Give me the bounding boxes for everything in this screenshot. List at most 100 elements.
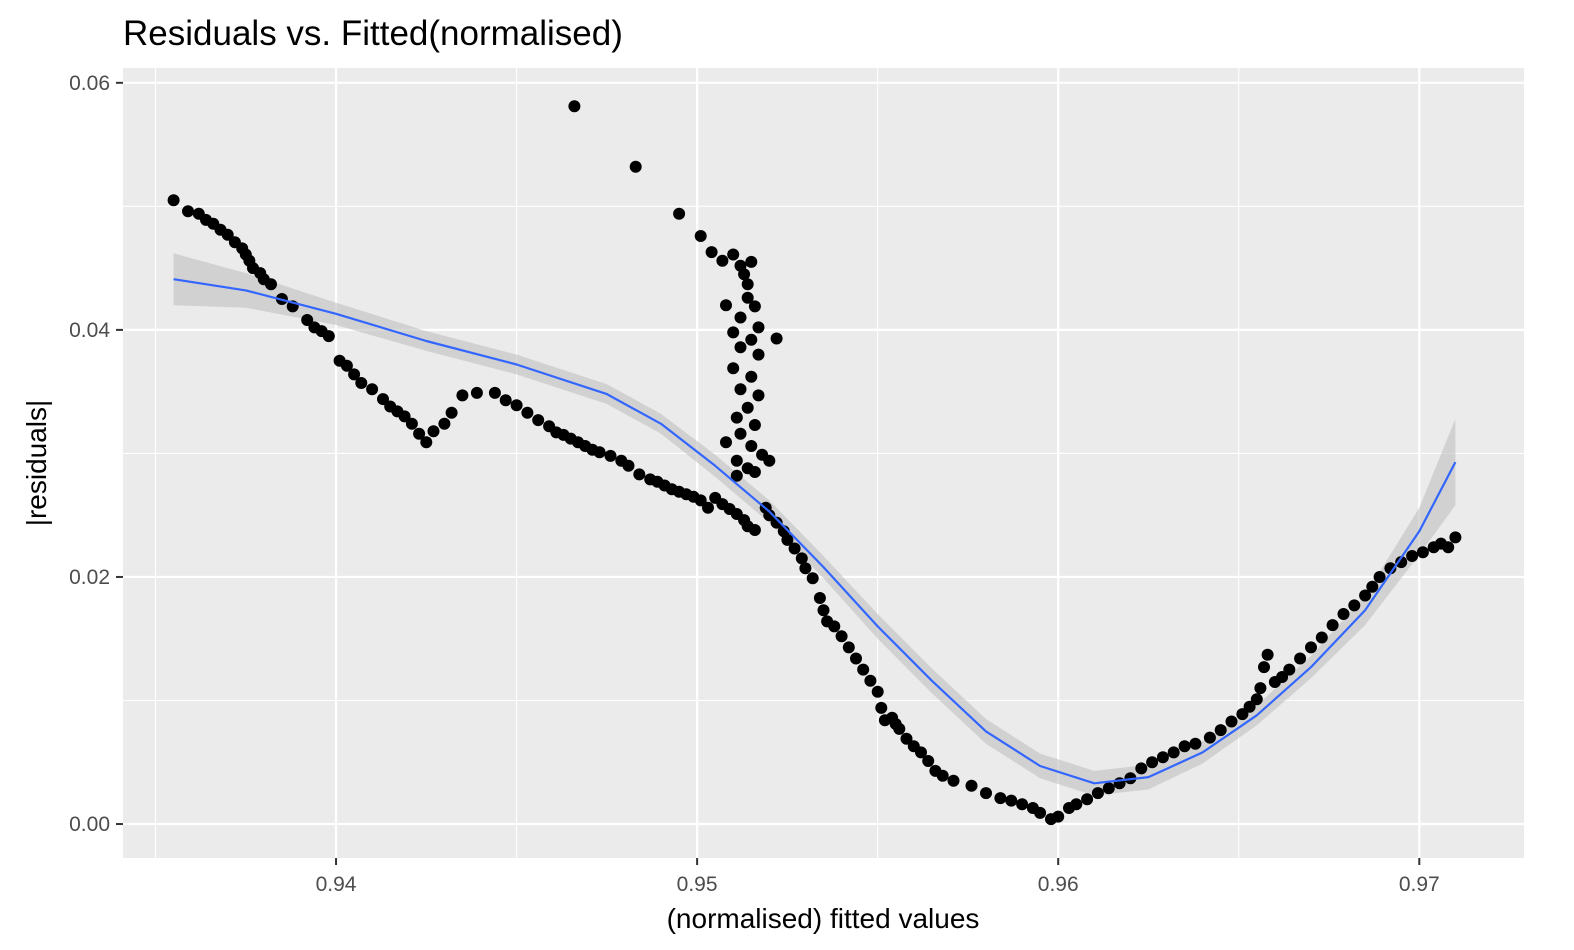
data-point: [813, 592, 826, 604]
data-point: [1337, 608, 1350, 620]
data-point: [817, 604, 830, 617]
data-point: [568, 100, 581, 113]
data-point: [1276, 671, 1289, 683]
data-point: [980, 787, 992, 800]
data-point: [413, 427, 426, 440]
data-point: [730, 469, 743, 482]
data-point: [1315, 631, 1328, 644]
data-point: [377, 393, 389, 406]
data-point: [1225, 715, 1238, 728]
data-point: [1135, 762, 1148, 775]
data-point: [1214, 724, 1227, 737]
data-point: [1178, 740, 1191, 753]
data-point: [1373, 571, 1386, 583]
data-point: [1189, 737, 1202, 750]
y-axis: 0.00 0.02 0.04 0.06: [69, 72, 123, 836]
x-tick-label: 0.95: [677, 873, 718, 896]
data-point: [1395, 556, 1408, 569]
data-point: [741, 278, 754, 291]
data-point: [1034, 806, 1047, 819]
data-point: [593, 446, 606, 459]
data-point: [633, 468, 646, 481]
data-point: [748, 300, 761, 313]
data-point: [167, 194, 180, 207]
data-point: [1406, 550, 1419, 562]
data-point: [730, 411, 743, 424]
data-point: [936, 769, 949, 782]
y-axis-title: |residuals|: [21, 400, 52, 527]
data-point: [994, 792, 1007, 805]
data-point: [745, 440, 758, 452]
data-point: [1102, 782, 1115, 795]
chart-title: Residuals vs. Fitted(normalised): [123, 14, 623, 53]
data-point: [748, 466, 761, 478]
x-axis-title: (normalised) fitted values: [667, 903, 980, 934]
data-point: [532, 414, 545, 427]
y-tick-label: 0.06: [69, 72, 110, 95]
data-point: [741, 401, 754, 414]
data-point: [1203, 731, 1216, 744]
data-point: [752, 389, 765, 402]
data-point: [893, 722, 906, 735]
data-point: [871, 685, 884, 698]
data-point: [745, 370, 758, 383]
data-point: [1167, 746, 1180, 759]
data-point: [265, 278, 277, 291]
data-point: [1258, 661, 1270, 674]
data-point: [922, 755, 935, 767]
data-point: [734, 311, 747, 324]
data-point: [965, 779, 978, 792]
data-point: [1261, 648, 1274, 661]
data-point: [1156, 751, 1169, 764]
data-point: [727, 362, 740, 375]
confidence-band-layer: [173, 253, 1456, 796]
data-point: [456, 389, 469, 402]
data-point: [947, 774, 960, 787]
data-point: [1384, 562, 1397, 575]
data-point: [340, 359, 353, 372]
data-point: [850, 652, 862, 665]
data-point: [763, 509, 776, 522]
data-point: [622, 459, 635, 472]
confidence-band: [173, 253, 1456, 796]
plot-panel: [123, 68, 1524, 858]
data-point: [1442, 541, 1455, 554]
data-point: [499, 394, 512, 407]
data-point: [427, 425, 440, 438]
data-point: [1016, 798, 1029, 811]
data-point: [806, 572, 819, 585]
data-point: [355, 377, 368, 389]
data-point: [745, 255, 758, 268]
data-point: [727, 248, 740, 261]
data-point: [1283, 663, 1296, 676]
data-point: [1359, 589, 1372, 602]
data-point: [1081, 793, 1094, 806]
data-point: [1348, 599, 1361, 612]
data-point: [763, 454, 776, 467]
data-point: [1254, 682, 1267, 695]
data-point: [727, 326, 740, 339]
data-point: [629, 160, 642, 173]
data-point: [716, 254, 729, 267]
data-point: [734, 341, 747, 354]
x-tick-label: 0.97: [1399, 873, 1440, 896]
data-point: [1250, 693, 1263, 706]
data-point: [1091, 787, 1104, 800]
y-tick-label: 0.02: [69, 566, 110, 589]
data-point: [795, 552, 808, 565]
data-point: [470, 386, 483, 399]
data-point: [405, 417, 418, 430]
smooth-line-layer: [173, 278, 1457, 785]
data-point: [1305, 641, 1317, 654]
data-point: [673, 207, 686, 220]
data-point: [828, 620, 841, 633]
data-point: [752, 321, 765, 334]
data-point: [915, 746, 927, 759]
data-point: [1416, 546, 1429, 559]
data-point: [510, 399, 523, 412]
data-point: [857, 663, 870, 676]
data-point: [734, 427, 747, 440]
y-tick-label: 0.00: [69, 813, 110, 836]
data-point: [182, 205, 194, 218]
